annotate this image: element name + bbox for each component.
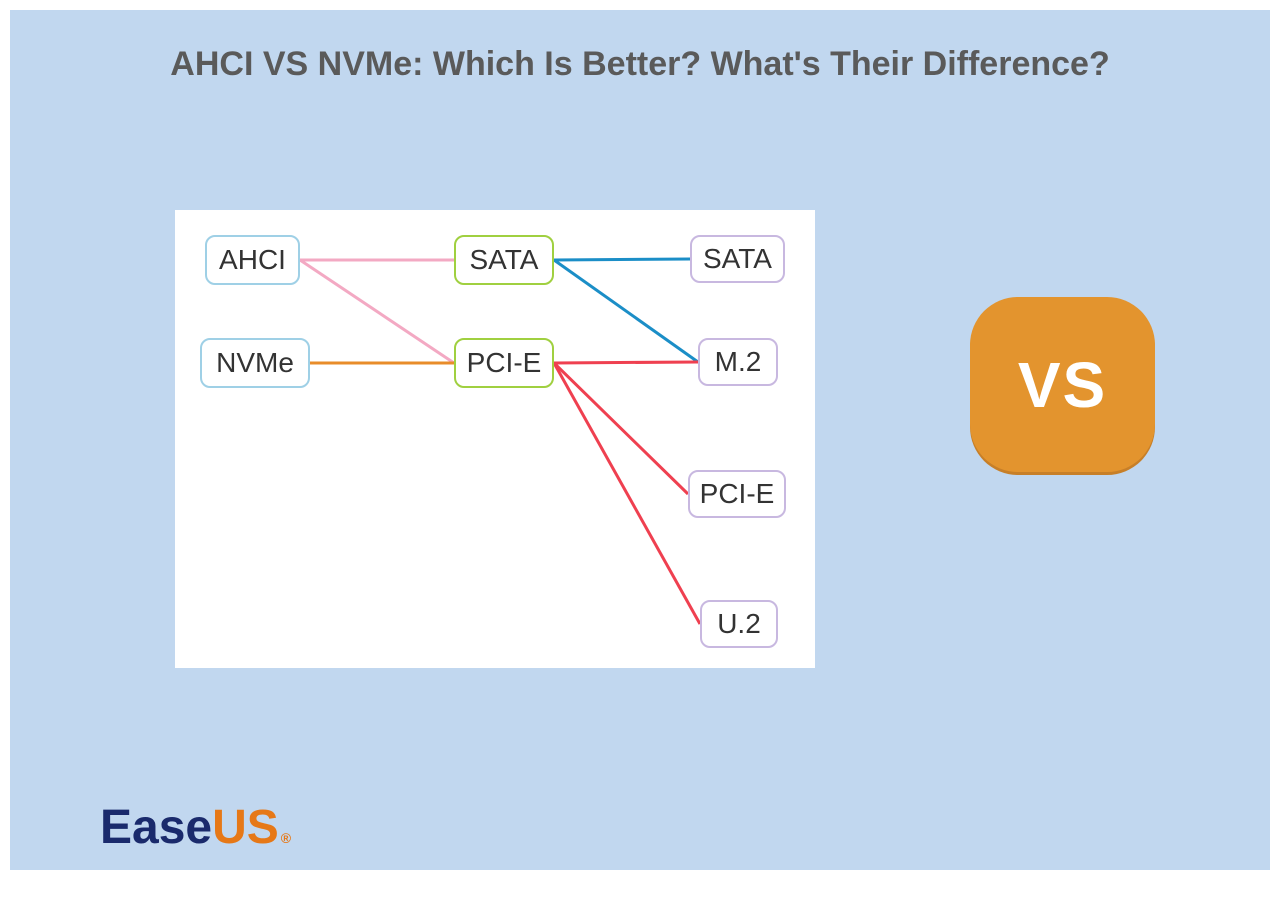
page-title: AHCI VS NVMe: Which Is Better? What's Th… bbox=[10, 45, 1270, 84]
node-sata1: SATA bbox=[454, 235, 554, 285]
node-sata2: SATA bbox=[690, 235, 785, 283]
vs-text: VS bbox=[1018, 348, 1107, 422]
vs-badge: VS bbox=[970, 300, 1155, 475]
easeus-logo: EaseUS® bbox=[100, 800, 291, 855]
node-ahci: AHCI bbox=[205, 235, 300, 285]
node-nvme: NVMe bbox=[200, 338, 310, 388]
logo-prefix: Ease bbox=[100, 800, 212, 855]
logo-suffix: US bbox=[212, 800, 279, 855]
infographic-canvas: AHCI VS NVMe: Which Is Better? What's Th… bbox=[10, 10, 1270, 870]
logo-registered: ® bbox=[281, 830, 291, 846]
node-pcie2: PCI-E bbox=[688, 470, 786, 518]
node-u2: U.2 bbox=[700, 600, 778, 648]
node-pcie1: PCI-E bbox=[454, 338, 554, 388]
node-m2: M.2 bbox=[698, 338, 778, 386]
